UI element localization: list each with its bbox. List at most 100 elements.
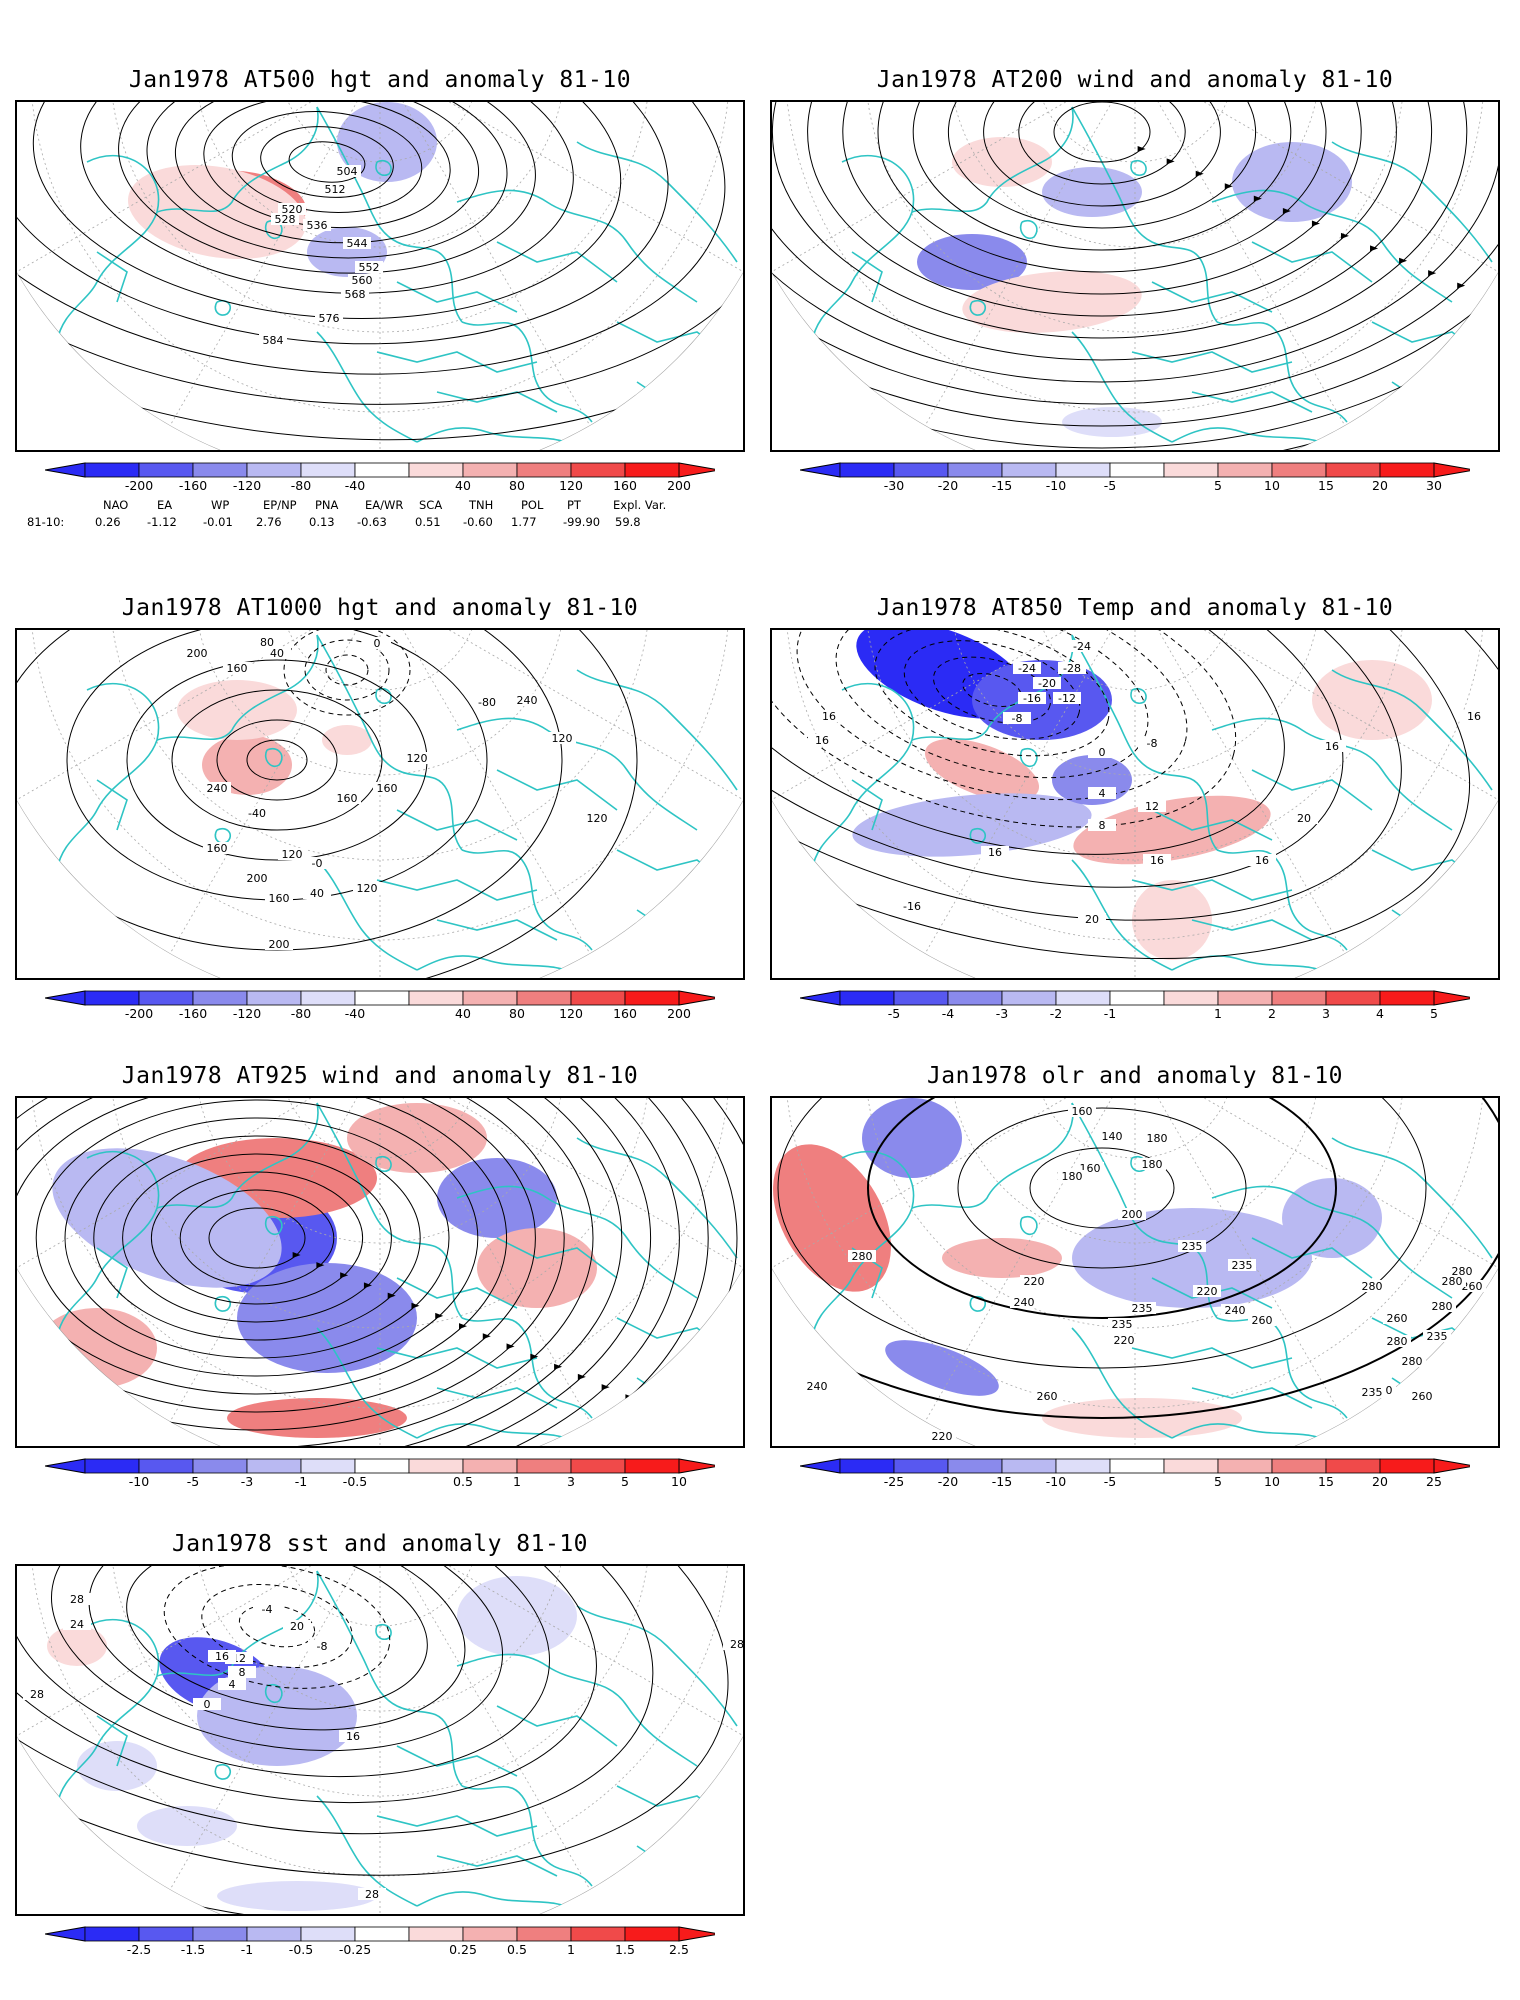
colorbar-tick-label: 120 xyxy=(559,478,583,493)
coastline xyxy=(316,1102,463,1319)
colorbar-tick-label: 1 xyxy=(1214,1006,1222,1021)
map-canvas xyxy=(772,102,1498,450)
meridian-line xyxy=(402,1098,591,1422)
coastline xyxy=(214,299,232,316)
contour-label-bg xyxy=(1290,812,1318,824)
contour-label: 16 xyxy=(1325,740,1339,753)
colorbar-segment xyxy=(1325,1458,1381,1474)
colorbar-sst: -2.5 -1.5 -1 -0.5 -0.25 0.25 0.5 1 1.5 2.5 xyxy=(45,1926,715,1960)
colorbar-arrow-left xyxy=(45,462,86,478)
anomaly-shade xyxy=(137,1806,237,1846)
contour-label: 260 xyxy=(1412,1390,1433,1403)
anomaly-shade xyxy=(962,271,1142,333)
anomaly-shade xyxy=(457,1576,577,1656)
contour-label-bg xyxy=(1398,1355,1426,1367)
meridian-line xyxy=(924,1098,1113,1422)
contour-label-bg xyxy=(341,288,369,300)
coastline xyxy=(1071,1102,1218,1319)
contour-line xyxy=(288,141,366,183)
anomaly-shade xyxy=(1062,407,1162,437)
contour-line xyxy=(772,1098,1498,1419)
anomaly-shade xyxy=(347,1103,487,1173)
contour-label: -8 xyxy=(317,1640,328,1653)
colorbar-tick-label: 1 xyxy=(567,1942,575,1957)
map-at925 xyxy=(15,1096,745,1448)
contour-line xyxy=(146,102,508,259)
contour-label: 4 xyxy=(1099,787,1106,800)
contour-label: 40 xyxy=(310,887,324,900)
anomaly-shade xyxy=(852,793,1092,857)
contour-label-bg xyxy=(315,312,343,324)
anomaly-shade xyxy=(437,1158,557,1238)
meridian-line xyxy=(169,1098,358,1422)
colorbar-tick-label: 0.25 xyxy=(449,1942,477,1957)
contour-label: -24 xyxy=(1073,640,1091,653)
anomaly-shade xyxy=(1072,1208,1312,1308)
teleconnection-header: EA/WR xyxy=(365,498,404,512)
map-olr: 1601401801801601802001802602352802352202… xyxy=(770,1096,1500,1448)
contour-label: 220 xyxy=(1197,1285,1218,1298)
contour-label: -28 xyxy=(1063,662,1081,675)
contour-label: 20 xyxy=(1085,913,1099,926)
contour-label: 16 xyxy=(815,734,829,747)
teleconnection-value: 0.51 xyxy=(415,515,441,529)
teleconnection-header: Expl. Var. xyxy=(613,498,667,512)
coastline xyxy=(1151,281,1273,313)
coastline xyxy=(851,251,883,303)
contour-label: 576 xyxy=(319,312,340,325)
contour-label-bg xyxy=(1033,677,1061,689)
streamline xyxy=(1053,102,1151,163)
colorbar-segment xyxy=(1109,462,1165,478)
contour-label-bg xyxy=(1018,692,1046,704)
contour-label: 160 xyxy=(269,892,290,905)
colorbar-tick-label: -1 xyxy=(294,1474,308,1489)
colorbar-segment xyxy=(1325,990,1381,1006)
colorbar-segment xyxy=(893,462,949,478)
contour-label-bg xyxy=(321,183,349,195)
streamline-arrow xyxy=(601,1384,610,1391)
coastline xyxy=(1131,351,1293,373)
colorbar-tick-label: -5 xyxy=(887,1006,901,1021)
coastline xyxy=(416,955,578,977)
streamline-arrow xyxy=(1224,183,1233,190)
contour-label: 235 xyxy=(1362,1386,1383,1399)
coastline xyxy=(316,1570,463,1787)
teleconnection-header: SCA xyxy=(419,498,443,512)
colorbar-tick-label: -5 xyxy=(186,1474,200,1489)
colorbar-tick-label: 80 xyxy=(509,478,525,493)
contour-label-bg xyxy=(333,165,361,177)
contour-label-bg xyxy=(243,872,271,884)
colorbar-segment xyxy=(138,1458,194,1474)
contour-label: 28 xyxy=(730,1638,743,1651)
hemisphere-mask xyxy=(17,1098,743,1446)
colorbar-arrow-left xyxy=(800,1458,841,1474)
contour-line xyxy=(231,111,423,213)
contour-line xyxy=(325,654,369,686)
map-at850: -24 -24 -28 -20 -16 -12 -8 16 16 -8 0 4 8 12 16 20 16 -16… xyxy=(770,628,1500,980)
colorbar-segment xyxy=(1109,990,1165,1006)
streamline-arrow xyxy=(554,1363,563,1370)
streamline-arrow xyxy=(530,1353,539,1360)
contour-label-bg xyxy=(1221,1304,1249,1316)
streamline xyxy=(947,102,1257,229)
meridian-line xyxy=(169,102,358,426)
coastline xyxy=(214,827,232,844)
contour-label: -24 xyxy=(1018,662,1036,675)
streamline xyxy=(912,102,1292,251)
colorbar-segment xyxy=(839,1458,895,1474)
contour-label: 0 xyxy=(204,1698,211,1711)
colorbar-segment xyxy=(1217,990,1273,1006)
colorbar-tick-label: 20 xyxy=(1372,1474,1388,1489)
teleconnection-header: PT xyxy=(567,498,581,512)
panel-title: Jan1978 AT200 wind and anomaly 81-10 xyxy=(876,67,1394,93)
teleconnection-header: WP xyxy=(211,498,230,512)
contour-label-bg xyxy=(403,752,431,764)
coastline xyxy=(576,669,738,791)
streamline xyxy=(17,1098,651,1446)
teleconnection-value: 0.13 xyxy=(309,515,335,529)
colorbar-at500: -200 -160 -120 -80 -40 40 80 120 160 200 xyxy=(45,462,715,496)
coastline xyxy=(396,809,518,841)
coastline xyxy=(1130,159,1147,177)
colorbar-tick-label: -40 xyxy=(344,478,366,493)
streamline xyxy=(122,1153,392,1323)
